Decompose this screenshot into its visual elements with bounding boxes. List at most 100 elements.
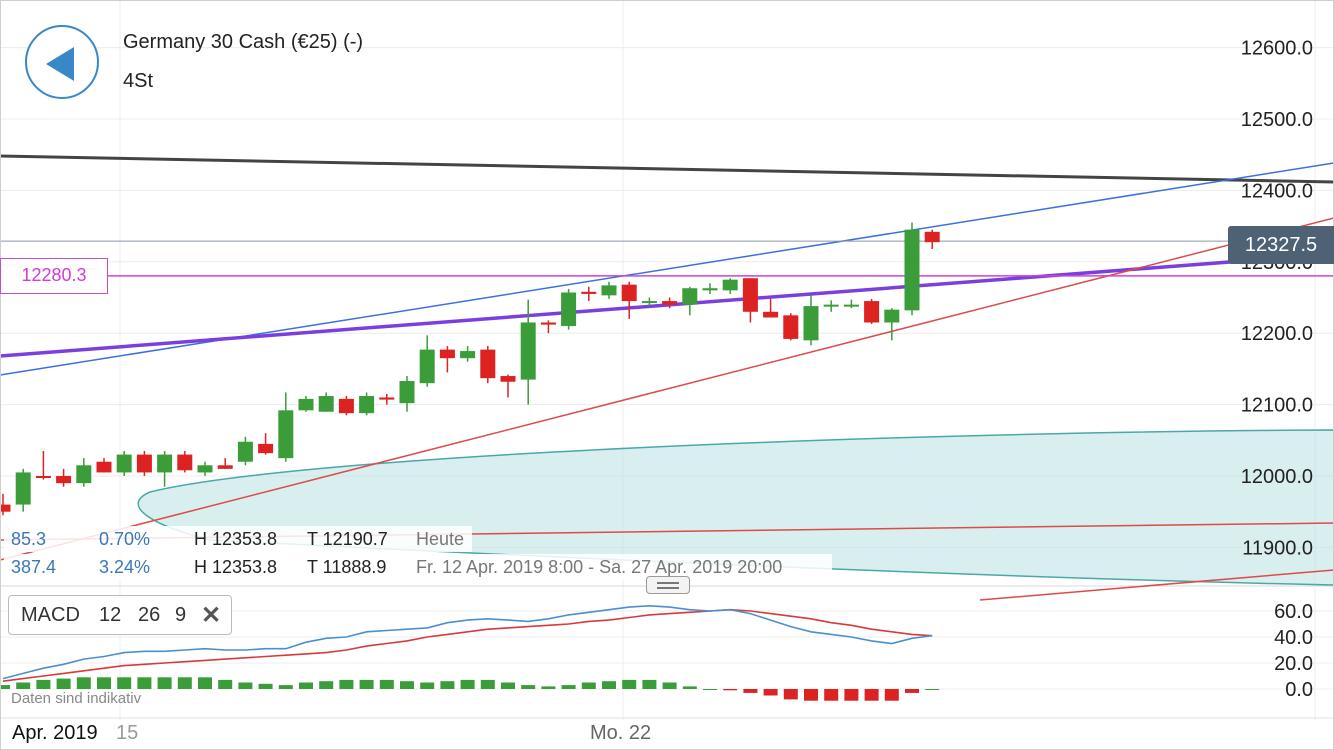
candle-body bbox=[480, 349, 496, 379]
macd-histogram-bar bbox=[581, 682, 596, 689]
macd-histogram-bar bbox=[117, 677, 132, 689]
candle-body bbox=[217, 465, 233, 469]
macd-histogram-bar bbox=[925, 689, 940, 690]
change-percent: 3.24% bbox=[99, 557, 151, 577]
candle-body bbox=[601, 285, 617, 296]
low-value: T 11888.9 bbox=[307, 557, 387, 577]
change-percent: 0.70% bbox=[99, 529, 151, 549]
candle-body bbox=[359, 396, 375, 414]
signal-line bbox=[2, 608, 933, 682]
candle-body bbox=[116, 454, 132, 473]
y-tick-label: 12600.0 bbox=[1241, 38, 1313, 60]
macd-histogram-bar bbox=[440, 681, 455, 689]
macd-histogram-bar bbox=[319, 681, 334, 689]
candle-body bbox=[783, 315, 799, 339]
macd-histogram-bar bbox=[743, 689, 758, 693]
candle-body bbox=[157, 454, 173, 473]
macd-histogram-bar bbox=[299, 682, 313, 689]
level-price-tag[interactable]: 12280.3 bbox=[0, 258, 108, 294]
macd-histogram-bar bbox=[824, 689, 839, 701]
high-value: H 12353.8 bbox=[194, 557, 278, 577]
macd-histogram-bar bbox=[682, 686, 697, 689]
back-button[interactable] bbox=[25, 25, 99, 99]
panel-resize-handle[interactable] bbox=[646, 576, 690, 594]
period-label: Fr. 12 Apr. 2019 8:00 - Sa. 27 Apr. 2019… bbox=[416, 557, 783, 577]
macd-histogram-bar bbox=[541, 686, 556, 689]
candle-body bbox=[823, 304, 839, 307]
candle-body bbox=[763, 311, 779, 318]
candle-body bbox=[379, 397, 395, 400]
macd-histogram-bar bbox=[905, 689, 919, 693]
candle-body bbox=[581, 291, 597, 294]
macd-histogram-bar bbox=[16, 682, 31, 689]
macd-histogram-bar bbox=[76, 677, 91, 689]
candle-body bbox=[662, 301, 678, 305]
timeframe-label[interactable]: 4St bbox=[123, 70, 154, 92]
macd-histogram-bar bbox=[642, 679, 657, 689]
macd-histogram-bar bbox=[97, 677, 111, 689]
candle-body bbox=[177, 454, 193, 471]
macd-slow: 26 bbox=[138, 604, 161, 626]
candle-body bbox=[843, 304, 859, 307]
macd-histogram-bar bbox=[339, 679, 354, 689]
macd-histogram-bar bbox=[177, 677, 192, 689]
macd-histogram-bar bbox=[157, 677, 172, 689]
candle-body bbox=[500, 376, 516, 382]
macd-y-tick-label: 20.0 bbox=[1274, 653, 1313, 675]
y-tick-label: 12200.0 bbox=[1241, 323, 1313, 345]
candle-body bbox=[56, 476, 72, 484]
candles bbox=[0, 222, 940, 516]
macd-histogram-bar bbox=[258, 683, 273, 689]
candle-body bbox=[0, 504, 11, 512]
candle-body bbox=[419, 349, 435, 384]
candle-body bbox=[702, 288, 718, 291]
macd-y-tick-label: 60.0 bbox=[1274, 601, 1313, 623]
macd-y-tick-label: 40.0 bbox=[1274, 627, 1313, 649]
disclaimer: Daten sind indikativ bbox=[11, 690, 142, 707]
candle-body bbox=[864, 301, 880, 323]
high-value: H 12353.8 bbox=[194, 529, 278, 549]
macd-histogram-bar bbox=[521, 685, 536, 689]
macd-histogram-bar bbox=[783, 689, 798, 700]
candle-body bbox=[641, 301, 657, 304]
macd-histogram-bar bbox=[198, 677, 212, 689]
candle-body bbox=[803, 306, 819, 341]
candle-body bbox=[621, 284, 637, 302]
macd-histogram-bar bbox=[723, 689, 738, 691]
change-value: 387.4 bbox=[11, 557, 57, 577]
macd-line bbox=[2, 604, 933, 680]
macd-histogram-bar bbox=[460, 679, 475, 689]
candle-body bbox=[237, 441, 253, 462]
candle-body bbox=[924, 231, 940, 243]
macd-histogram-bar bbox=[218, 679, 233, 689]
candle-body bbox=[722, 279, 738, 291]
macd-histogram-bar bbox=[884, 689, 899, 701]
candle-body bbox=[399, 381, 415, 404]
macd-indicator-box[interactable]: MACD 12 26 9 ✕ bbox=[8, 595, 232, 635]
back-arrow-icon bbox=[46, 47, 74, 81]
candle-body bbox=[197, 465, 213, 473]
x-label-mo22: Mo. 22 bbox=[590, 722, 652, 744]
y-tick-label: 12500.0 bbox=[1241, 109, 1313, 131]
candle-body bbox=[318, 396, 334, 412]
macd-histogram-bar bbox=[622, 679, 637, 689]
macd-histogram-bar bbox=[400, 681, 414, 689]
macd-histogram-bar bbox=[379, 679, 394, 689]
candle-body bbox=[136, 454, 152, 473]
macd-histogram-bar bbox=[238, 682, 253, 689]
macd-fast: 12 bbox=[99, 604, 122, 626]
candle-body bbox=[76, 465, 92, 484]
period-label: Heute bbox=[416, 529, 465, 549]
lower-red-line bbox=[979, 569, 1334, 601]
candle-body bbox=[884, 309, 900, 323]
resistance-line bbox=[0, 154, 1334, 184]
candle-body bbox=[682, 288, 698, 305]
y-tick-label: 12400.0 bbox=[1241, 180, 1313, 202]
y-tick-label: 12100.0 bbox=[1241, 395, 1313, 417]
y-tick-label: 12000.0 bbox=[1241, 466, 1313, 488]
close-icon[interactable]: ✕ bbox=[201, 602, 222, 629]
candle-body bbox=[540, 322, 556, 325]
low-value: T 12190.7 bbox=[307, 529, 388, 549]
